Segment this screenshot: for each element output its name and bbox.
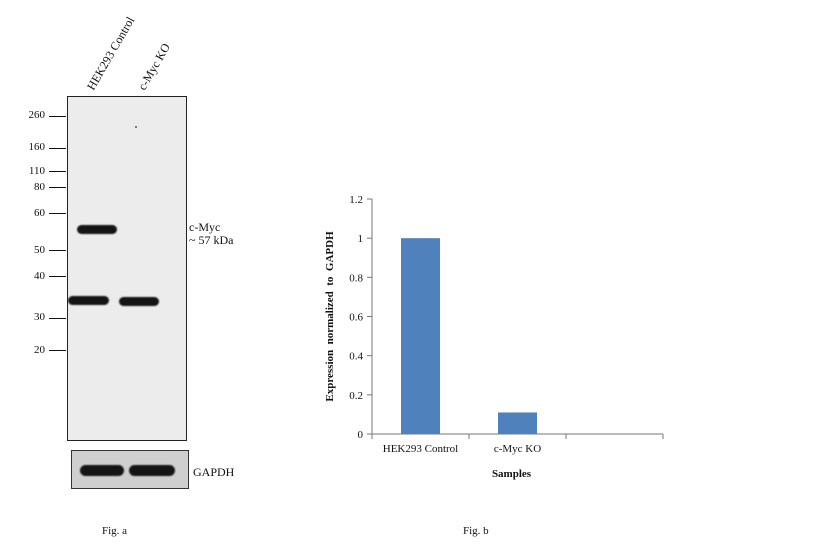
y-tick-label: 0.8 [349,272,363,284]
target-label: c-Myc [189,220,221,234]
gapdh-blot [71,450,189,489]
mw-marker-160: 160 [28,141,46,153]
x-tick-label: HEK293 Control [383,443,458,455]
mw-marker-60: 60 [34,207,45,219]
membrane-speck [135,126,137,128]
y-tick-label: 0.4 [349,351,363,363]
y-tick-label: 0.6 [349,312,363,324]
band-gapdh-ko [129,465,175,476]
mw-tick-80 [49,187,66,188]
band-gapdh-control [80,465,124,476]
figure-a-caption: Fig. a [102,525,128,537]
y-tick-label: 0.2 [349,390,363,402]
mw-tick-50 [49,250,66,251]
y-axis-title: Expression normalized to GAPDH [324,231,336,402]
x-axis-title: Samples [492,468,532,480]
mw-marker-110: 110 [28,165,45,177]
band-34kda-control [68,296,109,305]
mw-tick-30 [49,318,66,319]
bar-2 [498,412,537,434]
mw-tick-160 [49,148,66,149]
band-c-myc-control [77,225,117,234]
mw-tick-60 [49,213,66,214]
target-size-label: ~ 57 kDa [189,233,234,247]
mw-marker-20: 20 [34,344,45,356]
mw-marker-80: 80 [34,181,45,193]
mw-tick-40 [49,276,66,277]
mw-tick-260 [49,116,66,117]
mw-marker-30: 30 [34,311,45,323]
y-tick-label: 1.2 [349,194,363,206]
mw-tick-20 [49,350,66,351]
mw-tick-110 [49,171,66,172]
blot-membrane [67,96,187,441]
mw-marker-40: 40 [34,270,45,282]
loading-control-label: GAPDH [193,465,235,479]
y-tick-label: 0 [358,429,364,441]
bar-1 [401,238,440,434]
x-tick-label: c-Myc KO [494,443,541,455]
mw-marker-50: 50 [34,244,45,256]
mw-marker-260: 260 [28,109,46,121]
band-34kda-ko [119,297,159,306]
figure-b-caption: Fig. b [463,525,489,537]
y-tick-label: 1 [358,233,364,245]
